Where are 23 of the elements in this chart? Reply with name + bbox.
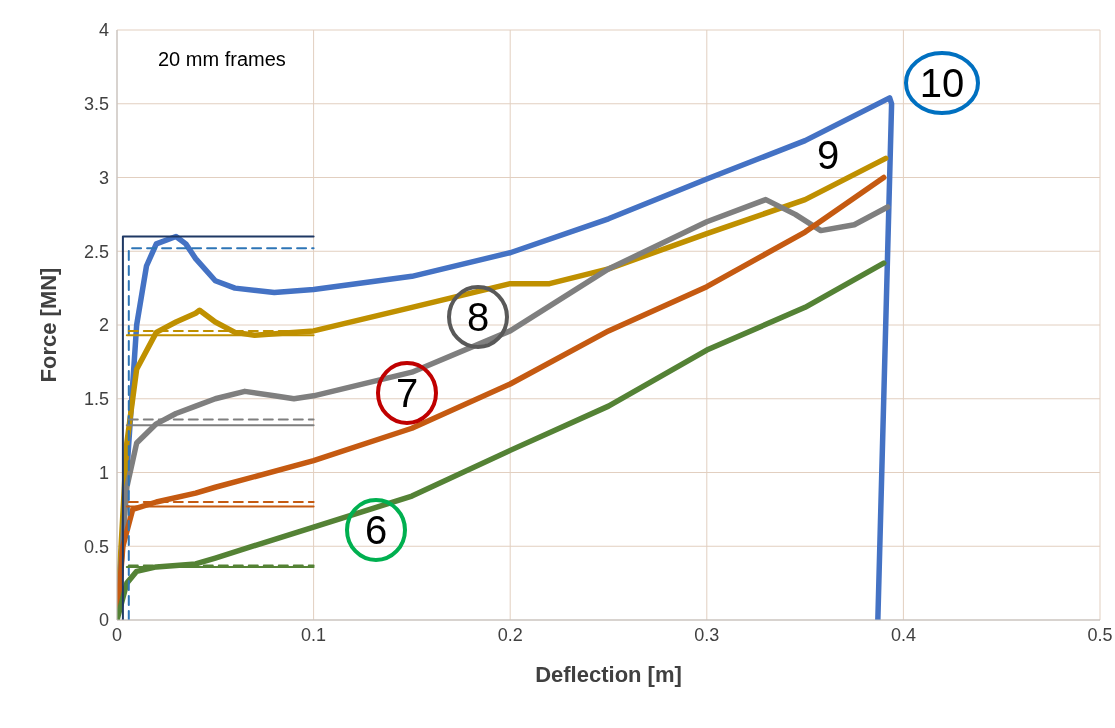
x-axis-title: Deflection [m]: [535, 662, 682, 687]
y-tick-label: 1: [98, 462, 109, 483]
y-tick-label: 2.5: [83, 241, 109, 262]
x-tick-label: 0: [111, 624, 123, 645]
x-tick-label: 0.3: [694, 624, 720, 645]
x-tick-label: 0.1: [301, 624, 327, 645]
annotation: 8: [466, 295, 490, 339]
y-tick-label: 0.5: [83, 536, 109, 557]
x-tick-label: 0.5: [1087, 624, 1113, 645]
y-tick-label: 3: [98, 167, 109, 188]
annotation: 7: [395, 371, 419, 415]
annotation: 20 mm frames: [158, 48, 286, 71]
y-tick-label: 2: [98, 315, 109, 336]
annotation: 9: [816, 133, 840, 177]
y-tick-label: 4: [98, 20, 109, 41]
y-tick-label: 1.5: [83, 389, 109, 410]
annotation: 6: [364, 508, 388, 552]
y-tick-label: 3.5: [83, 94, 109, 115]
x-tick-label: 0.2: [497, 624, 523, 645]
y-axis-title: Force [MN]: [35, 267, 61, 383]
x-tick-label: 0.4: [890, 624, 916, 645]
y-tick-label: 0: [98, 610, 109, 631]
annotation: 10: [919, 61, 965, 105]
